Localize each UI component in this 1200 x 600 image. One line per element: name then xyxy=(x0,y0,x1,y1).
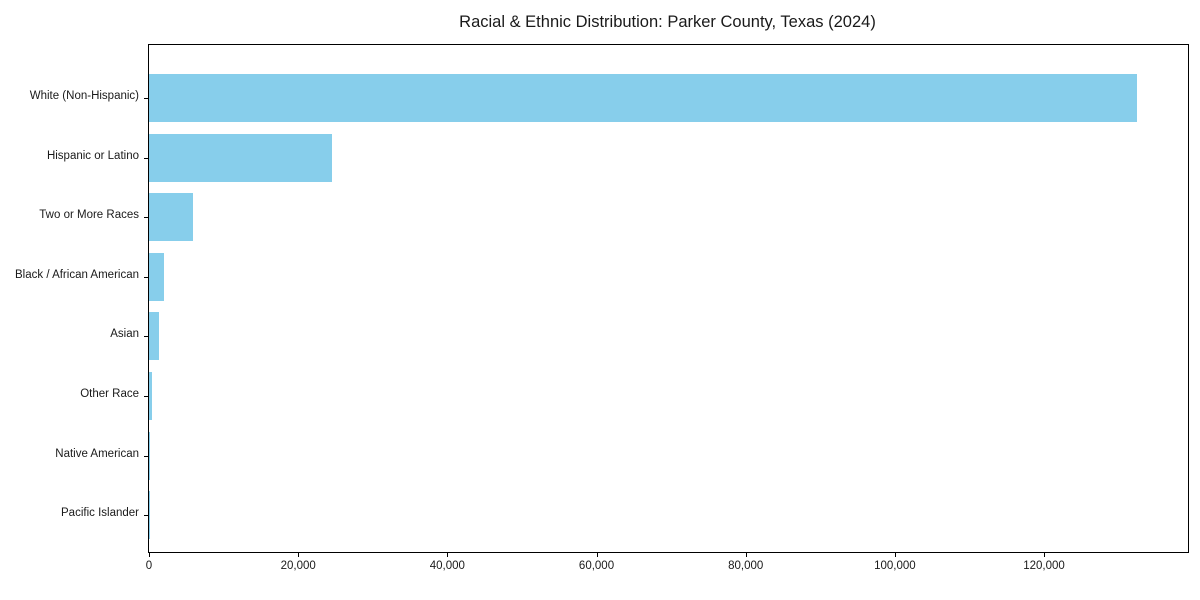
y-tick xyxy=(144,98,148,99)
y-tick-label: Asian xyxy=(110,328,139,341)
x-tick-label: 120,000 xyxy=(1023,560,1065,572)
x-tick xyxy=(298,553,300,557)
y-tick-label: White (Non-Hispanic) xyxy=(29,90,139,102)
x-tick-label: 100,000 xyxy=(874,560,916,572)
bar xyxy=(149,312,160,361)
y-tick xyxy=(144,515,148,517)
x-tick xyxy=(596,553,598,557)
plot-area xyxy=(144,44,1189,557)
x-tick-label: 20,000 xyxy=(280,560,316,572)
x-tick-label: 0 xyxy=(145,560,153,572)
chart-title: Racial & Ethnic Distribution: Parker Cou… xyxy=(459,13,876,31)
y-tick xyxy=(144,157,148,159)
y-tick-label: Other Race xyxy=(80,388,139,400)
y-tick-label: Pacific Islander xyxy=(61,507,139,520)
bar xyxy=(149,133,333,182)
x-tick-label: 60,000 xyxy=(578,560,615,572)
y-tick xyxy=(144,336,148,338)
bar xyxy=(149,74,1137,122)
bar xyxy=(149,372,152,420)
x-tick-label: 80,000 xyxy=(728,560,764,572)
y-tick-label: Hispanic or Latino xyxy=(46,149,139,162)
x-tick-label: 40,000 xyxy=(429,560,465,572)
y-tick-label: Two or More Races xyxy=(39,209,139,222)
x-tick xyxy=(447,553,449,557)
x-tick xyxy=(149,553,150,557)
bar xyxy=(149,252,165,301)
y-tick xyxy=(144,455,148,457)
y-tick xyxy=(144,396,148,397)
y-tick xyxy=(144,276,148,278)
y-tick-label: Native American xyxy=(55,447,139,460)
bar xyxy=(149,431,151,480)
y-tick xyxy=(144,217,148,219)
x-tick xyxy=(745,553,747,557)
bar xyxy=(149,193,193,242)
y-tick-label: Black / African American xyxy=(15,268,139,281)
x-tick xyxy=(894,553,896,557)
x-tick xyxy=(1044,553,1046,557)
